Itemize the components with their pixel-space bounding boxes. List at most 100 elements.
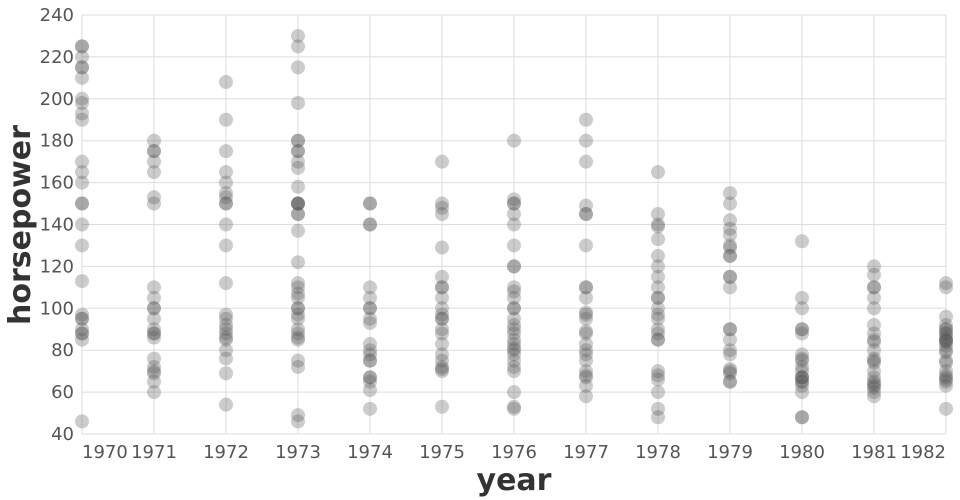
data-point [939,322,953,337]
data-point [219,238,233,253]
data-point [867,290,881,305]
data-point [579,378,593,393]
data-point [579,343,593,358]
data-point [651,165,665,180]
data-point [939,318,953,333]
data-point [867,326,881,341]
data-point [579,389,593,404]
data-point [939,280,953,295]
data-point [435,322,449,337]
data-point [147,330,161,345]
data-point [507,359,521,374]
data-point [147,165,161,180]
data-point [507,353,521,368]
data-point [435,311,449,326]
data-point [579,290,593,305]
data-point [219,186,233,201]
data-point [435,269,449,284]
data-point [651,301,665,316]
data-point [507,290,521,305]
data-point [291,359,305,374]
data-point [219,332,233,347]
data-point [363,196,377,211]
data-point [435,347,449,362]
data-point [147,290,161,305]
data-point [75,196,89,211]
data-point [795,347,809,362]
data-point [651,322,665,337]
data-point [795,359,809,374]
data-point [867,370,881,385]
data-point [219,366,233,381]
data-point [147,322,161,337]
data-point [867,374,881,389]
data-point [651,368,665,383]
data-point [939,326,953,341]
data-point [939,353,953,368]
data-point [579,133,593,148]
data-point [147,374,161,389]
data-point [435,154,449,169]
data-point [723,347,737,362]
data-point [507,347,521,362]
data-point [579,347,593,362]
data-point [147,359,161,374]
y-tick-label: 220 [40,47,74,68]
data-point [867,380,881,395]
data-point [867,343,881,358]
data-point [867,259,881,274]
data-point [651,232,665,247]
data-point [219,351,233,366]
data-point [291,223,305,238]
data-point [795,374,809,389]
data-point [651,259,665,274]
data-point [219,165,233,180]
y-tick-label: 140 [40,215,74,236]
data-point [867,376,881,391]
data-point [507,364,521,379]
data-point [723,186,737,201]
data-point [219,318,233,333]
x-tick-label: 1972 [203,442,249,463]
x-tick-label: 1976 [491,442,537,463]
data-point [795,374,809,389]
data-point [939,364,953,379]
y-tick-label: 40 [51,424,74,445]
data-point [75,165,89,180]
data-point [219,330,233,345]
data-point [507,318,521,333]
data-point [219,311,233,326]
data-point [291,414,305,429]
data-point [939,330,953,345]
data-point [435,326,449,341]
data-point [435,280,449,295]
data-point [579,112,593,127]
data-point [291,332,305,347]
y-tick-label: 160 [40,173,74,194]
data-point [435,240,449,255]
data-point [363,343,377,358]
data-point [147,190,161,205]
data-point [579,364,593,379]
data-point [507,385,521,400]
data-point [363,311,377,326]
data-point [219,196,233,211]
data-point [939,332,953,347]
data-point [147,133,161,148]
data-point [579,154,593,169]
data-point [507,341,521,356]
data-point [507,332,521,347]
y-tick-label: 100 [40,298,74,319]
data-point [75,322,89,337]
data-point [651,311,665,326]
y-tick-label: 200 [40,89,74,110]
data-point [75,60,89,75]
data-point [219,322,233,337]
data-point [795,378,809,393]
data-point [939,326,953,341]
data-point [291,133,305,148]
data-point [147,144,161,159]
data-point [291,196,305,211]
x-tick-label: 1971 [131,442,177,463]
data-point [651,219,665,234]
